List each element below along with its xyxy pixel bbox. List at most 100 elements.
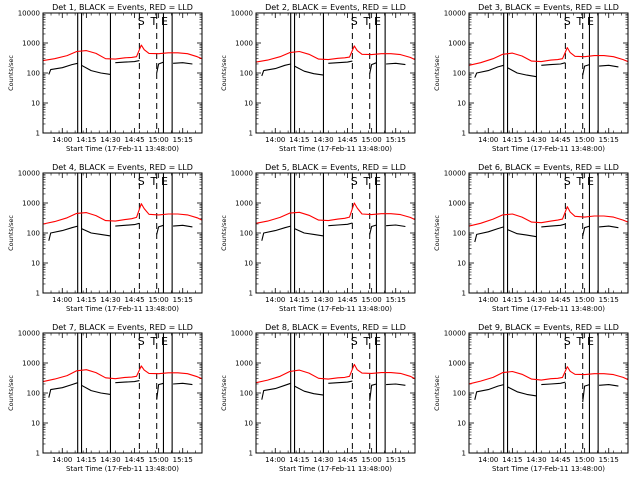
y-axis-label: Counts/sec: [433, 215, 441, 251]
panel-det-4: Det 4, BLACK = Events, RED = LLD 1 10 100 10…: [7, 163, 203, 313]
lld-series-line: [256, 363, 415, 384]
events-series-line: [386, 383, 406, 386]
events-series-line: [328, 222, 353, 227]
x-axis-label: Start Time (17-Feb-11 13:48:00): [492, 465, 605, 473]
series-group: [43, 203, 202, 241]
panel-det-3: Det 3, BLACK = Events, RED = LLD 1 10 100 10…: [433, 3, 629, 153]
y-axis-label: Counts/sec: [7, 375, 15, 411]
events-series-line: [599, 384, 619, 387]
x-tick-label: 14:45: [337, 136, 357, 144]
x-tick-label: 14:00: [478, 136, 498, 144]
x-tick-label: 14:00: [478, 456, 498, 464]
y-tick-label: 10000: [444, 10, 466, 18]
y-tick-label: 10: [31, 420, 40, 428]
panel-title: Det 6, BLACK = Events, RED = LLD: [478, 163, 619, 172]
panel-det-1: Det 1, BLACK = Events, RED = LLD 1 10 100 10…: [7, 3, 203, 153]
lld-series-line: [469, 47, 628, 66]
x-tick-label: 14:30: [100, 296, 120, 304]
series-group: [43, 44, 202, 75]
events-series-line: [261, 225, 291, 241]
marker-label: T: [362, 335, 370, 348]
y-tick-label: 10000: [18, 10, 40, 18]
series-group: [43, 365, 202, 400]
panel-det-5: Det 5, BLACK = Events, RED = LLD 1 10 100 10…: [220, 163, 416, 313]
marker-label: E: [587, 175, 594, 188]
y-tick-label: 1: [249, 290, 253, 298]
x-tick-label: 14:00: [52, 136, 72, 144]
marker-label: E: [587, 335, 594, 348]
x-tick-label: 15:00: [362, 136, 382, 144]
marker-label: E: [161, 175, 168, 188]
events-series-line: [474, 384, 504, 400]
y-tick-label: 1: [36, 290, 40, 298]
lld-series-line: [469, 366, 628, 385]
events-series-line: [507, 386, 537, 397]
marker-label: E: [374, 335, 381, 348]
marker-label: S: [351, 15, 358, 28]
x-tick-label: 14:30: [526, 136, 546, 144]
plot-frame: [255, 332, 416, 454]
y-tick-label: 10: [31, 100, 40, 108]
y-tick-label: 100: [27, 70, 40, 78]
y-tick-label: 1: [462, 290, 466, 298]
events-series-line: [474, 226, 504, 243]
y-tick-label: 10000: [231, 10, 253, 18]
events-series-line: [328, 380, 353, 384]
marker-label: S: [351, 335, 358, 348]
panel-title: Det 3, BLACK = Events, RED = LLD: [478, 3, 619, 12]
events-series-line: [507, 67, 537, 78]
y-tick-label: 100: [240, 390, 253, 398]
x-tick-label: 14:00: [265, 456, 285, 464]
events-series-line: [507, 229, 537, 238]
plot-frame: [255, 172, 416, 294]
y-tick-label: 10: [457, 100, 466, 108]
events-series-line: [369, 224, 377, 235]
x-tick-label: 14:15: [289, 136, 309, 144]
y-axis-label: Counts/sec: [220, 375, 228, 411]
x-tick-label: 14:00: [52, 296, 72, 304]
marker-label: S: [138, 335, 145, 348]
y-tick-label: 10000: [444, 170, 466, 178]
marker-label: E: [161, 335, 168, 348]
y-tick-label: 100: [240, 70, 253, 78]
events-series-line: [81, 228, 111, 237]
x-tick-label: 14:30: [100, 456, 120, 464]
marker-label: T: [575, 335, 583, 348]
events-series-line: [115, 222, 140, 227]
x-tick-label: 14:00: [265, 296, 285, 304]
events-series-line: [261, 63, 291, 77]
y-tick-label: 100: [453, 70, 466, 78]
x-tick-label: 15:00: [575, 296, 595, 304]
series-group: [469, 206, 628, 243]
y-axis-label: Counts/sec: [7, 215, 15, 251]
marker-label: E: [587, 15, 594, 28]
panel-title: Det 4, BLACK = Events, RED = LLD: [52, 163, 193, 172]
x-tick-label: 15:15: [173, 296, 193, 304]
y-tick-label: 1: [36, 450, 40, 458]
panel-det-7: Det 7, BLACK = Events, RED = LLD 1 10 100 10…: [7, 323, 203, 473]
events-series-line: [541, 62, 566, 66]
marker-label: T: [575, 15, 583, 28]
events-series-line: [294, 228, 324, 237]
plot-frame: [42, 12, 203, 134]
x-axis-label: Start Time (17-Feb-11 13:48:00): [279, 465, 392, 473]
plot-frame: [468, 172, 629, 294]
y-tick-label: 1000: [235, 40, 253, 48]
marker-label: T: [149, 175, 157, 188]
x-tick-label: 15:00: [362, 296, 382, 304]
y-tick-label: 1: [462, 450, 466, 458]
events-series-line: [582, 64, 590, 76]
panel-title: Det 9, BLACK = Events, RED = LLD: [478, 323, 619, 332]
y-tick-label: 10000: [444, 330, 466, 338]
x-tick-label: 14:15: [76, 456, 96, 464]
x-tick-label: 15:15: [386, 136, 406, 144]
x-tick-label: 15:00: [575, 136, 595, 144]
x-axis-label: Start Time (17-Feb-11 13:48:00): [492, 305, 605, 313]
plot-frame: [42, 172, 203, 294]
lld-series-line: [43, 203, 202, 225]
events-series-line: [156, 382, 164, 400]
y-axis-label: Counts/sec: [433, 375, 441, 411]
x-tick-label: 14:00: [478, 296, 498, 304]
x-tick-label: 14:30: [526, 456, 546, 464]
series-group: [469, 366, 628, 403]
